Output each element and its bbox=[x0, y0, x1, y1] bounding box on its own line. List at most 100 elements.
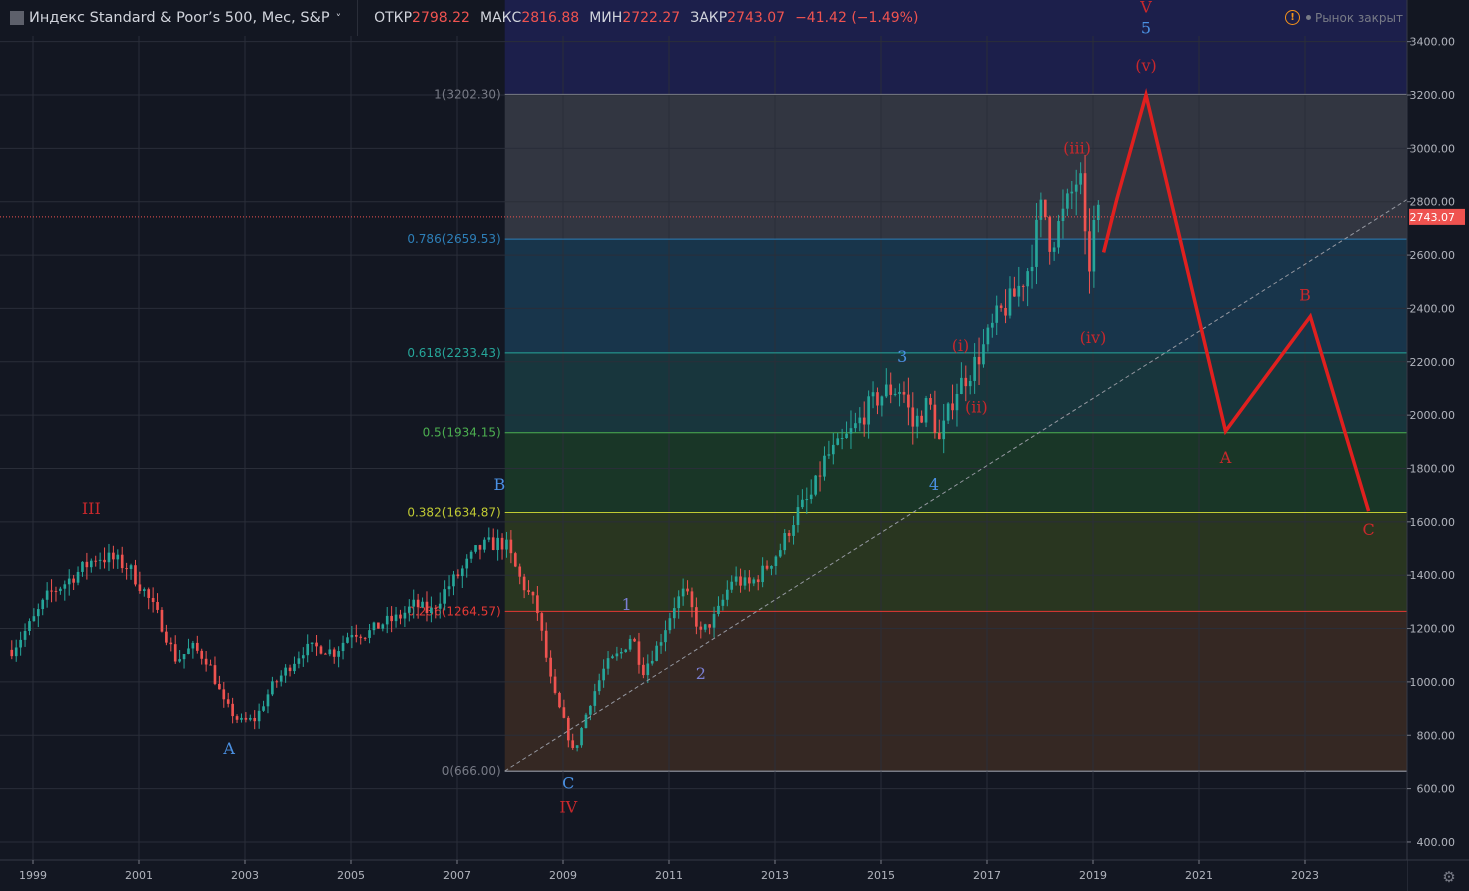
candle-body bbox=[814, 475, 817, 495]
high-label: МАКС bbox=[479, 10, 522, 26]
fib-label: 0.618(2233.43) bbox=[407, 346, 500, 360]
fib-label: 1(3202.30) bbox=[434, 87, 501, 101]
candle-body bbox=[862, 417, 866, 425]
candle-body bbox=[67, 578, 71, 585]
candle-body bbox=[1026, 271, 1029, 287]
candle-body bbox=[540, 613, 544, 631]
candle-body bbox=[801, 499, 804, 508]
time-axis[interactable] bbox=[0, 860, 1407, 891]
candle-body bbox=[933, 404, 937, 434]
candle-body bbox=[593, 691, 597, 706]
fib-zone-top bbox=[504, 0, 1407, 95]
candle-body bbox=[474, 545, 477, 552]
candle-body bbox=[553, 676, 557, 693]
candle-body bbox=[301, 655, 305, 659]
wave-label: IV bbox=[559, 798, 577, 817]
candle-body bbox=[633, 638, 636, 642]
candle-body bbox=[1079, 173, 1082, 185]
candle-body bbox=[41, 599, 45, 610]
high-value: 2816.88 bbox=[521, 10, 580, 26]
candle-body bbox=[116, 554, 120, 560]
candle-body bbox=[465, 558, 469, 569]
candle-body bbox=[346, 637, 349, 643]
wave-label: 4 bbox=[929, 475, 939, 494]
candle-body bbox=[160, 609, 164, 632]
candle-body bbox=[456, 574, 460, 577]
candle-body bbox=[871, 392, 875, 397]
time-tick-label: 2015 bbox=[867, 869, 895, 882]
price-tick-label: 1200.00 bbox=[1410, 623, 1456, 636]
candle-body bbox=[915, 415, 919, 427]
candle-body bbox=[580, 728, 583, 746]
candle-body bbox=[434, 607, 438, 609]
candle-body bbox=[1070, 191, 1074, 194]
candle-body bbox=[94, 560, 98, 562]
candle-body bbox=[619, 651, 623, 654]
price-tick-label: 1600.00 bbox=[1410, 516, 1456, 529]
price-tick-label: 3400.00 bbox=[1410, 36, 1456, 49]
fib-label: 0.786(2659.53) bbox=[407, 232, 500, 246]
candle-body bbox=[655, 645, 658, 661]
candle-body bbox=[310, 642, 314, 644]
candle-body bbox=[831, 444, 835, 455]
candle-body bbox=[867, 396, 870, 425]
candle-body bbox=[341, 642, 345, 652]
candle-body bbox=[946, 403, 950, 421]
gear-icon[interactable]: ⚙ bbox=[1442, 868, 1456, 886]
candle-body bbox=[1061, 208, 1065, 222]
warning-icon[interactable]: ! bbox=[1284, 10, 1300, 25]
close-label: ЗАКР bbox=[690, 10, 728, 26]
candle-body bbox=[748, 577, 751, 584]
candle-body bbox=[271, 681, 274, 695]
forecast-path[interactable] bbox=[1101, 88, 1371, 512]
candle-body bbox=[778, 550, 782, 557]
candle-body bbox=[85, 561, 89, 568]
price-tick-label: 1400.00 bbox=[1410, 569, 1456, 582]
candle-body bbox=[973, 356, 976, 381]
candle-body bbox=[566, 717, 570, 741]
symbol-title[interactable]: Индекс Standard & Poor’s 500, Мес, S&P bbox=[29, 10, 330, 26]
candle-body bbox=[787, 533, 791, 536]
candle-body bbox=[734, 576, 738, 582]
price-tick-label: 2200.00 bbox=[1410, 356, 1456, 369]
wave-label: 5 bbox=[1141, 19, 1151, 38]
candle-body bbox=[191, 642, 195, 649]
candle-body bbox=[315, 642, 318, 647]
candle-body bbox=[469, 551, 473, 559]
candle-body bbox=[752, 579, 756, 584]
candle-body bbox=[1083, 173, 1087, 232]
price-tick-label: 1800.00 bbox=[1410, 462, 1456, 475]
candle-body bbox=[509, 539, 513, 554]
candle-body bbox=[703, 624, 707, 630]
candle-body bbox=[204, 658, 208, 665]
candle-body bbox=[14, 647, 18, 657]
candle-body bbox=[880, 396, 884, 406]
time-tick-label: 2003 bbox=[231, 869, 259, 882]
candle-body bbox=[1017, 285, 1021, 297]
candle-body bbox=[765, 565, 769, 569]
price-axis[interactable] bbox=[1407, 0, 1469, 891]
price-tick-label: 1000.00 bbox=[1410, 676, 1456, 689]
candle-body bbox=[430, 607, 433, 613]
candle-body bbox=[10, 649, 14, 657]
candle-body bbox=[920, 415, 923, 423]
candle-body bbox=[438, 603, 442, 609]
candle-body bbox=[297, 658, 301, 664]
candle-body bbox=[89, 560, 93, 568]
trend-line[interactable] bbox=[504, 193, 1417, 772]
candle-body bbox=[288, 667, 292, 672]
wave-label: (v) bbox=[1135, 56, 1157, 75]
candle-body bbox=[125, 568, 128, 570]
candle-body bbox=[1066, 193, 1069, 209]
candle-body bbox=[368, 630, 371, 638]
candle-body bbox=[845, 433, 848, 439]
candle-body bbox=[558, 692, 561, 708]
candle-body bbox=[955, 394, 959, 411]
candle-body bbox=[902, 391, 906, 395]
market-status[interactable]: ! Рынок закрыт bbox=[1284, 10, 1403, 25]
candle-body bbox=[187, 648, 190, 655]
time-tick-label: 2001 bbox=[125, 869, 153, 882]
chevron-down-icon[interactable]: ˅ bbox=[335, 11, 342, 25]
candle-body bbox=[659, 642, 663, 646]
